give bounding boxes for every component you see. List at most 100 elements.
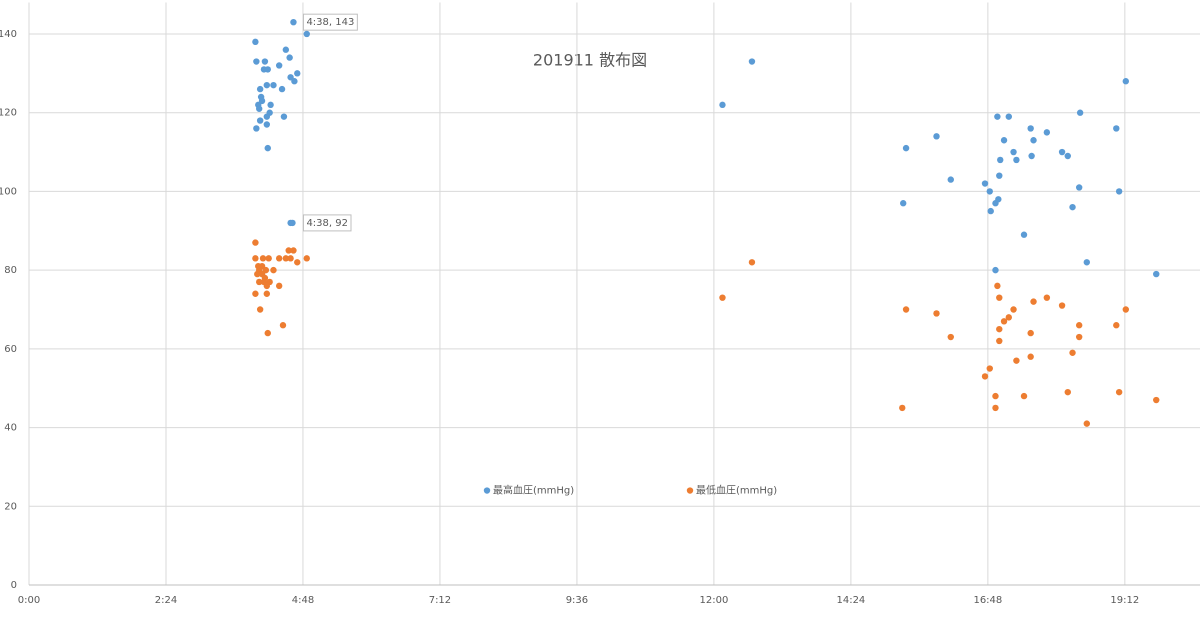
point [267, 101, 274, 109]
point [1115, 188, 1123, 195]
point [290, 247, 297, 254]
point [1013, 357, 1020, 364]
point [1058, 148, 1066, 156]
data-label: 4:38, 92 [306, 218, 348, 229]
point [1076, 109, 1084, 116]
y-tick-label: 40 [4, 423, 17, 434]
legend-label: 最高血圧(mmHg) [493, 484, 574, 497]
point [275, 282, 283, 290]
point [254, 270, 261, 278]
x-tick-label: 4:48 [292, 595, 314, 606]
point [1083, 259, 1091, 266]
point [997, 156, 1004, 164]
point [899, 404, 906, 412]
point [253, 125, 260, 132]
point [1020, 392, 1028, 400]
point [996, 337, 1003, 345]
point [933, 310, 940, 317]
y-tick-label: 140 [0, 29, 17, 40]
point [275, 255, 283, 262]
point [1113, 125, 1120, 132]
point [282, 255, 290, 262]
point [1030, 298, 1037, 305]
data-label-box [302, 214, 352, 232]
point [303, 255, 310, 262]
point [994, 113, 1001, 120]
point [294, 70, 301, 77]
x-tick-label: 2:24 [155, 595, 177, 606]
point [992, 404, 999, 412]
data-label: 4:38, 143 [306, 17, 354, 28]
x-tick-label: 19:12 [1110, 595, 1139, 606]
point [252, 290, 259, 297]
point [992, 266, 999, 274]
x-tick-label: 7:12 [429, 595, 451, 606]
point [256, 85, 264, 93]
point [995, 196, 1002, 203]
y-tick-label: 100 [0, 186, 17, 197]
point [1075, 184, 1083, 191]
point [256, 306, 264, 313]
point [1000, 137, 1008, 144]
point [252, 239, 259, 246]
point [261, 58, 269, 65]
point [279, 322, 287, 329]
point [996, 294, 1003, 301]
point [259, 255, 267, 262]
point [270, 266, 277, 274]
y-tick-label: 120 [0, 108, 17, 119]
point [1064, 152, 1071, 160]
point [285, 247, 292, 254]
chart-title: 201911 散布図 [533, 51, 647, 70]
point [1010, 148, 1017, 156]
x-tick-label: 16:48 [973, 595, 1002, 606]
x-tick-label: 14:24 [836, 595, 865, 606]
point [992, 392, 999, 400]
point [1043, 294, 1051, 301]
point [256, 105, 263, 112]
point [294, 259, 301, 266]
point [256, 117, 264, 124]
y-tick-label: 0 [11, 580, 17, 591]
point [1064, 388, 1071, 396]
point [258, 97, 266, 105]
point [748, 58, 756, 65]
point [1027, 125, 1034, 132]
point [1000, 318, 1008, 325]
y-tick-label: 80 [4, 265, 17, 276]
point [1153, 396, 1160, 404]
point [1028, 152, 1035, 160]
point [902, 144, 910, 152]
data-label-box [302, 13, 358, 31]
point [1122, 306, 1130, 313]
point [303, 30, 310, 38]
point [996, 172, 1003, 179]
point [981, 180, 989, 187]
point [947, 333, 954, 341]
point [263, 113, 271, 120]
point [275, 62, 283, 69]
point [1030, 137, 1037, 144]
point [981, 373, 989, 380]
point [996, 325, 1003, 333]
point [256, 278, 263, 286]
legend-label: 最低血圧(mmHg) [696, 484, 777, 497]
point [748, 259, 756, 266]
point [263, 81, 271, 89]
point [933, 133, 940, 140]
point [1113, 322, 1120, 329]
point [291, 78, 298, 85]
y-tick-label: 60 [4, 344, 17, 355]
point [263, 282, 271, 290]
point [1075, 322, 1083, 329]
point [263, 121, 271, 128]
point [252, 255, 259, 262]
point [1005, 314, 1012, 321]
point [264, 144, 271, 152]
point [1010, 306, 1017, 313]
point [264, 329, 271, 337]
point [987, 207, 994, 215]
point [289, 219, 296, 227]
point [286, 54, 293, 61]
